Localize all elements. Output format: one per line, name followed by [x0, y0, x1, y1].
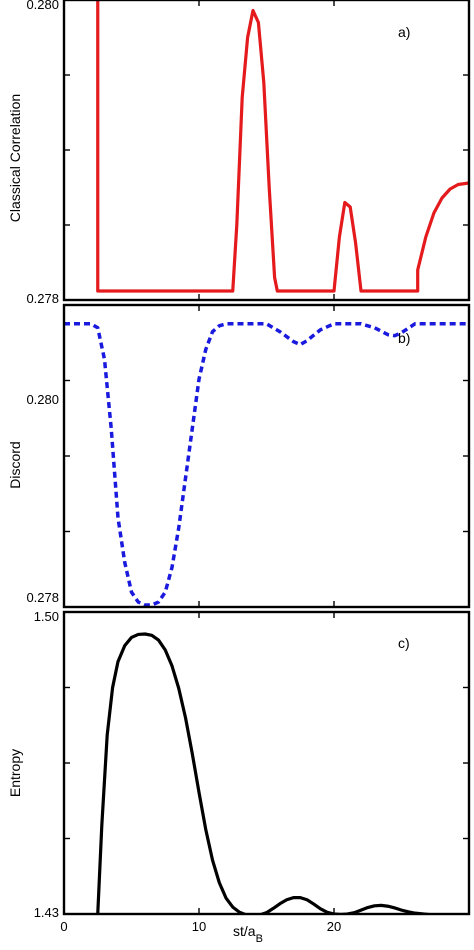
panel-label-a: a) [398, 24, 410, 40]
x-tick-label: 20 [327, 919, 341, 934]
y-tick-label: 0.280 [26, 0, 59, 12]
panel-classical-correlation: Classical Correlation a) 0.278 0.280 [7, 0, 471, 306]
series-line-1-0 [64, 322, 469, 607]
ylabel-discord: Discord [7, 441, 23, 488]
panel-entropy: Entropy c) 1.43 1.50 0 10 20 [7, 609, 471, 934]
panel-label-c: c) [398, 635, 410, 651]
y-tick-label: 0.280 [26, 392, 59, 407]
panel-label-b: b) [398, 330, 410, 346]
series-line-2-0 [96, 632, 469, 914]
y-tick-label: 1.50 [34, 609, 59, 624]
y-tick-label: 0.278 [26, 590, 59, 605]
y-tick-label: 1.43 [34, 905, 59, 920]
x-tick-label: 0 [60, 919, 67, 934]
series-line-0-0 [96, 0, 469, 293]
ylabel-entropy: Entropy [7, 749, 23, 797]
x-tick-label: 10 [192, 919, 206, 934]
x-axis-label-sub: B [256, 933, 263, 945]
ylabel-classical-correlation: Classical Correlation [7, 94, 23, 222]
panel-discord: Discord b) 0.278 0.280 [7, 303, 471, 609]
x-axis-label: st/aB [233, 923, 263, 945]
x-axis-label-main: st/a [233, 923, 256, 939]
panel-frame-2 [62, 610, 471, 916]
y-tick-label: 0.278 [26, 291, 59, 306]
